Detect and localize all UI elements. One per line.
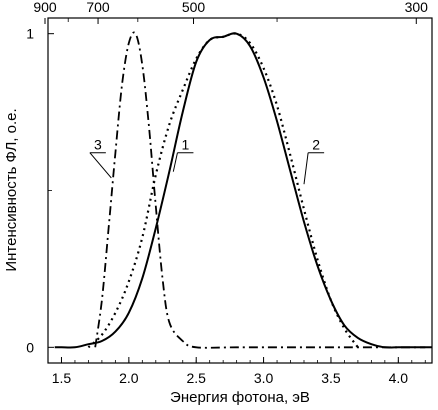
series-label-leader [89, 152, 112, 179]
series-label-leader [172, 152, 178, 172]
x-axis-label: Энергия фотона, эВ [170, 389, 310, 406]
x-tick-label: 4.0 [389, 370, 409, 386]
series-line-2 [87, 32, 359, 349]
series-label-2: 2 [312, 137, 320, 153]
plot-frame [47, 17, 433, 364]
x-tick-label: 1.5 [52, 370, 72, 386]
series-label-3: 3 [94, 137, 102, 153]
y-axis-label: Интенсивность ФЛ, о.е. [3, 108, 20, 271]
top-tick-label: 300 [405, 0, 429, 15]
x-tick-label: 2.0 [119, 370, 139, 386]
x-tick-label: 2.5 [186, 370, 206, 386]
top-tick-label: 900 [33, 0, 57, 15]
y-axis-ticks: 01 [26, 26, 54, 355]
x-tick-label: 3.5 [321, 370, 341, 386]
series-layer [54, 31, 432, 349]
y-tick-label: 0 [26, 339, 34, 355]
top-tick-label: 500 [182, 0, 206, 15]
x-axis-ticks: 1.5 2.0 2.5 3.0 3.5 4.0 [52, 357, 426, 386]
top-tick-label: 700 [86, 0, 110, 15]
series-line-3 [94, 31, 426, 349]
series-line-1 [54, 32, 432, 349]
series-labels: 1 2 3 [89, 137, 325, 185]
top-axis-ticks: 900 700 500 300 [33, 0, 428, 24]
x-tick-label: 3.0 [254, 370, 274, 386]
series-label-leader [303, 152, 309, 185]
series-label-1: 1 [182, 137, 190, 153]
y-tick-label: 1 [26, 26, 34, 42]
